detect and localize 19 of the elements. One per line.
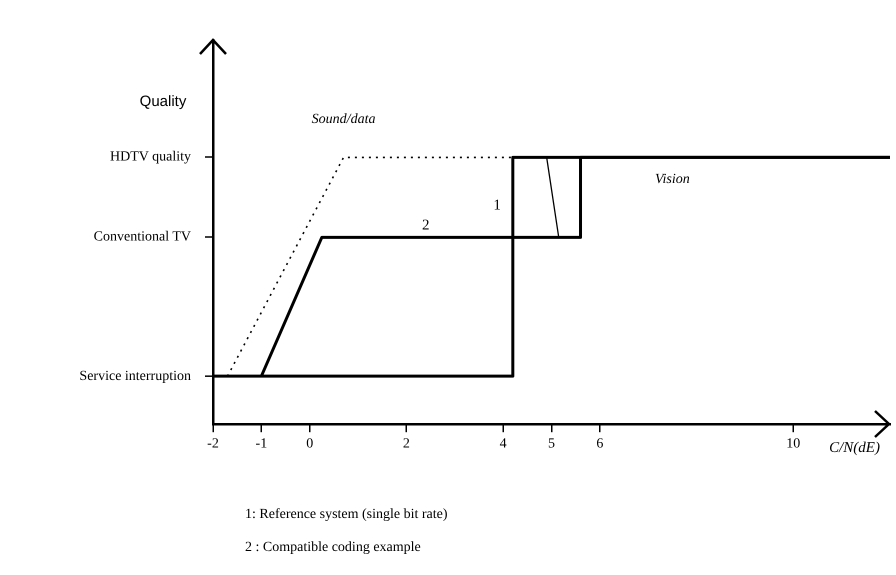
x-tick-label: 4 (500, 436, 507, 452)
text: HDTV quality (110, 150, 191, 165)
x-axis-title: C/N(dE) (829, 440, 880, 456)
x-tick-label: 2 (402, 436, 410, 452)
text: Conventional TV (94, 230, 191, 245)
annotation: Vision (655, 172, 690, 188)
text: 1: Reference system (single bit rate) (245, 506, 448, 522)
x-tick-label: 6 (596, 436, 604, 452)
annotation: 1 (493, 197, 501, 214)
annotation: 2 (422, 217, 430, 234)
y-axis-title: Quality (140, 93, 187, 110)
annotation: Service interruption (79, 368, 191, 384)
x-tick-label: 10 (786, 436, 800, 452)
x-tick-label: 0 (306, 436, 314, 452)
x-tick-label: 5 (548, 436, 555, 452)
text: 2 : Compatible coding example (245, 540, 421, 555)
x-tick-label: -1 (256, 436, 268, 452)
x-tick-label: -2 (207, 436, 219, 452)
annotation: Sound/data (312, 112, 376, 128)
